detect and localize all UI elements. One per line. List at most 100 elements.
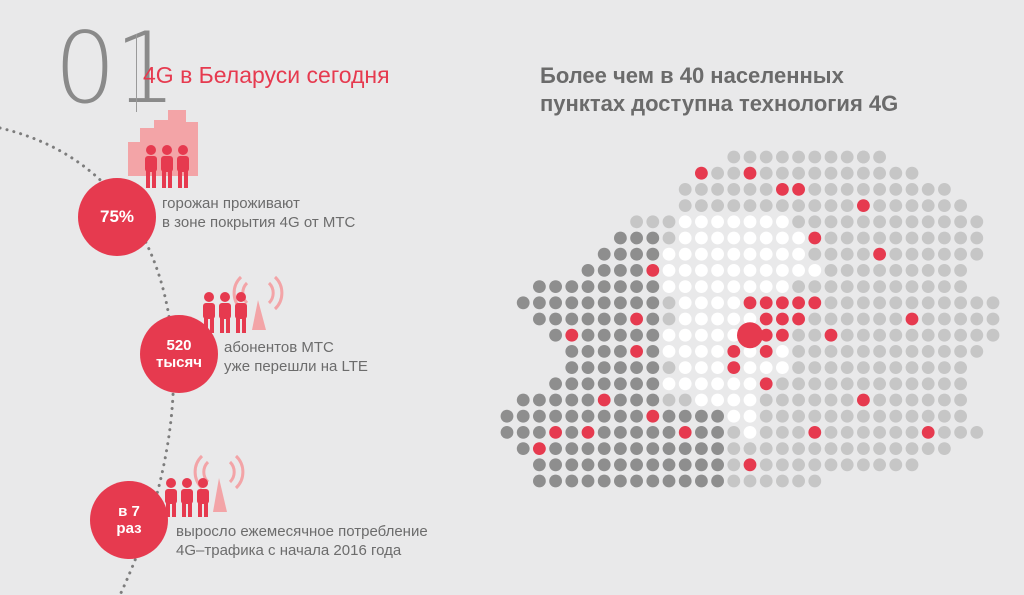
map-dot <box>727 458 741 472</box>
map-dot <box>840 231 854 245</box>
map-dot <box>549 458 562 472</box>
map-dot <box>905 183 919 196</box>
map-dot <box>678 328 692 342</box>
map-dot <box>662 247 676 261</box>
map-dot <box>873 296 886 310</box>
map-dot <box>711 312 724 326</box>
map-dot <box>581 442 595 455</box>
map-dot <box>873 215 886 229</box>
map-dot <box>905 345 919 358</box>
stat-text-line: абонентов МТС <box>224 339 334 356</box>
map-dot <box>776 150 789 164</box>
map-dot <box>630 377 643 391</box>
map-dot <box>840 345 854 358</box>
map-dot <box>646 215 660 229</box>
map-dot <box>549 377 562 391</box>
stat-text-line: 4G–трафика с начала 2016 года <box>176 542 402 559</box>
map-dot <box>581 264 595 277</box>
map-dot <box>711 264 724 277</box>
map-dot <box>824 280 838 293</box>
stat-value-subscribers-unit: тысяч <box>156 354 202 371</box>
map-dot <box>743 247 757 261</box>
map-dot <box>938 231 951 245</box>
stat-text-line: выросло ежемесячное потребление <box>176 523 428 540</box>
map-dot <box>889 215 903 229</box>
map-dot <box>565 345 579 358</box>
map-dot <box>549 312 562 326</box>
map-dot <box>630 442 643 455</box>
map-dot <box>727 247 741 261</box>
map-dot <box>743 474 757 488</box>
map-dot <box>614 377 627 391</box>
map-dot <box>646 328 660 342</box>
map-dot <box>581 409 595 423</box>
map-dot <box>986 296 1000 310</box>
map-dot <box>840 458 854 472</box>
map-dot <box>662 215 676 229</box>
map-dot <box>873 345 886 358</box>
map-dot <box>678 426 692 439</box>
map-dot <box>533 296 546 310</box>
map-dot <box>792 458 805 472</box>
map-dot <box>921 361 935 374</box>
map-dot <box>743 361 757 374</box>
map-dot <box>873 231 886 245</box>
map-dot <box>921 183 935 196</box>
map-dot <box>840 215 854 229</box>
map-dot <box>630 409 643 423</box>
stat-value-traffic-unit: раз <box>116 520 142 537</box>
map-dot <box>678 474 692 488</box>
map-dot <box>695 393 708 407</box>
map-dot <box>776 296 789 310</box>
map-dot <box>759 312 773 326</box>
map-dot <box>711 361 724 374</box>
map-dot <box>549 328 562 342</box>
map-dot <box>889 393 903 407</box>
map-dot <box>759 150 773 164</box>
map-dot <box>646 312 660 326</box>
stat-text-subscribers: абонентов МТС уже перешли на LTE <box>224 338 368 376</box>
map-dot <box>743 199 757 213</box>
map-dot <box>986 312 1000 326</box>
map-dot <box>905 377 919 391</box>
map-dot <box>549 474 562 488</box>
map-dot <box>857 150 870 164</box>
map-dot <box>905 458 919 472</box>
map-dot <box>792 199 805 213</box>
map-dot <box>776 426 789 439</box>
map-dot <box>630 231 643 245</box>
map-dot <box>743 442 757 455</box>
map-dot <box>711 345 724 358</box>
map-dot <box>646 409 660 423</box>
map-dot <box>581 361 595 374</box>
map-dot <box>614 409 627 423</box>
people-group-icon <box>165 478 209 517</box>
map-dot <box>857 166 870 180</box>
map-dot <box>646 458 660 472</box>
map-dot <box>857 199 870 213</box>
map-dot <box>759 183 773 196</box>
map-dot <box>921 328 935 342</box>
map-dot <box>516 296 530 310</box>
map-dot <box>938 312 951 326</box>
map-dot <box>581 280 595 293</box>
map-dot <box>630 280 643 293</box>
map-dot <box>970 215 984 229</box>
map-dot <box>759 345 773 358</box>
map-dot <box>662 377 676 391</box>
map-dot <box>873 264 886 277</box>
map-dot <box>824 393 838 407</box>
map-dot <box>695 458 708 472</box>
map-dot <box>776 183 789 196</box>
map-dot <box>954 409 967 423</box>
map-dot <box>759 442 773 455</box>
map-dot <box>711 296 724 310</box>
map-dot <box>792 264 805 277</box>
map-dot <box>792 231 805 245</box>
map-dot <box>938 183 951 196</box>
map-dot <box>727 328 741 342</box>
map-dot <box>921 215 935 229</box>
map-dot <box>840 361 854 374</box>
map-dot <box>533 312 546 326</box>
map-dot <box>824 377 838 391</box>
